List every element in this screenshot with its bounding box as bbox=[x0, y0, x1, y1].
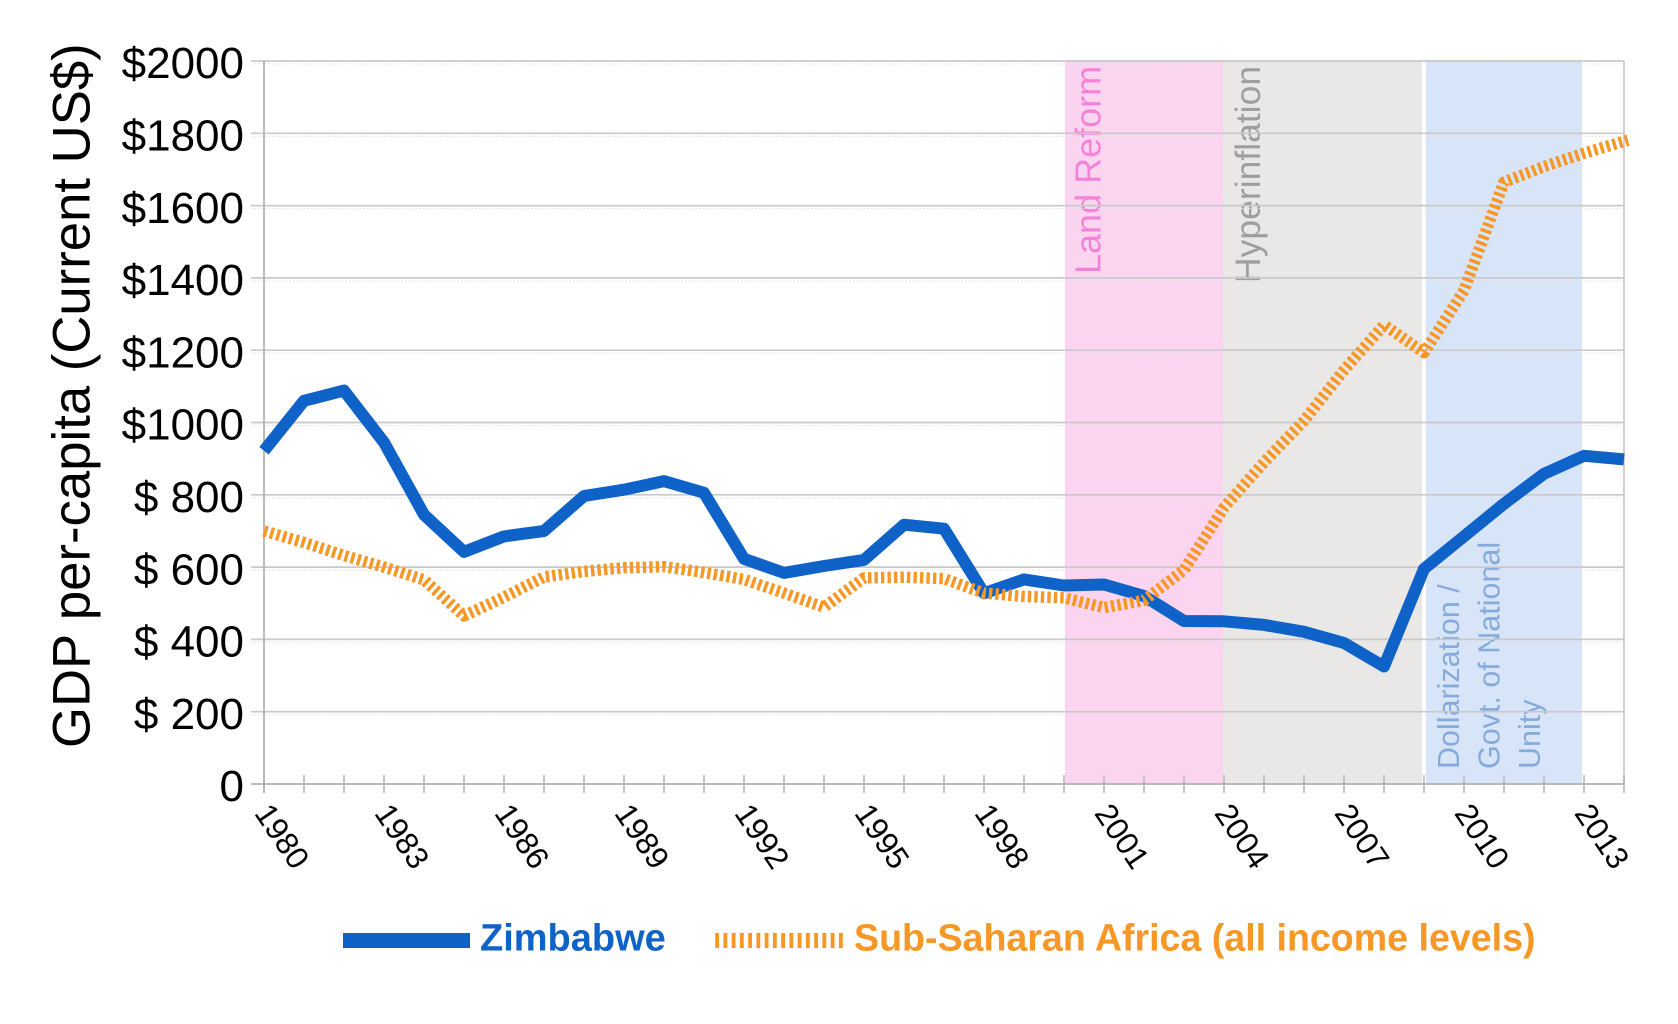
svg-text:$2000: $2000 bbox=[122, 39, 244, 88]
svg-text:$ 200: $ 200 bbox=[134, 690, 244, 739]
svg-text:$ 800: $ 800 bbox=[134, 473, 244, 522]
svg-text:Zimbabwe: Zimbabwe bbox=[480, 918, 666, 960]
svg-text:$1200: $1200 bbox=[122, 328, 244, 377]
svg-text:Hyperinflation: Hyperinflation bbox=[1228, 66, 1268, 283]
svg-text:Sub-Saharan Africa (all income: Sub-Saharan Africa (all income levels) bbox=[854, 917, 1536, 959]
svg-text:2007: 2007 bbox=[1328, 797, 1397, 875]
svg-text:2010: 2010 bbox=[1448, 797, 1517, 875]
svg-text:2001: 2001 bbox=[1088, 797, 1157, 875]
svg-text:1995: 1995 bbox=[848, 797, 917, 875]
svg-text:$1400: $1400 bbox=[122, 256, 244, 305]
svg-text:GDP per-capita (Current US$): GDP per-capita (Current US$) bbox=[43, 43, 102, 748]
svg-text:1983: 1983 bbox=[368, 797, 437, 875]
svg-text:Dollarization /Govt. of Nation: Dollarization / Govt. of National Unity bbox=[1432, 542, 1547, 769]
svg-text:$1000: $1000 bbox=[122, 401, 244, 450]
svg-text:$ 400: $ 400 bbox=[134, 618, 244, 667]
svg-text:$ 600: $ 600 bbox=[134, 545, 244, 594]
svg-text:$1800: $1800 bbox=[122, 112, 244, 161]
svg-text:2004: 2004 bbox=[1208, 797, 1277, 875]
svg-text:0: 0 bbox=[220, 762, 244, 811]
svg-text:1989: 1989 bbox=[608, 797, 677, 875]
svg-text:Land Reform: Land Reform bbox=[1068, 66, 1109, 274]
svg-text:$1600: $1600 bbox=[122, 184, 244, 233]
svg-text:2013: 2013 bbox=[1568, 797, 1637, 875]
svg-text:1998: 1998 bbox=[968, 797, 1037, 875]
svg-text:1980: 1980 bbox=[248, 797, 317, 875]
svg-text:1992: 1992 bbox=[728, 797, 797, 875]
svg-text:1986: 1986 bbox=[488, 797, 557, 875]
